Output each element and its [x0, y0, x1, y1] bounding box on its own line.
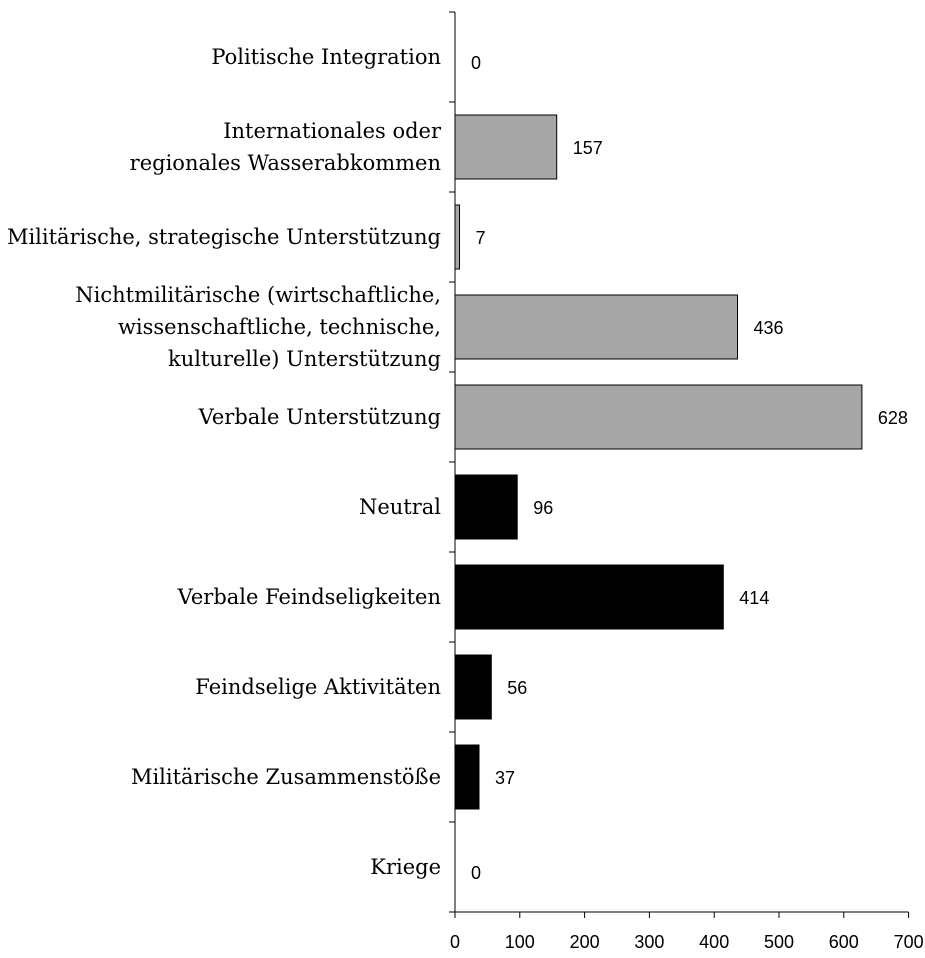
value-labels: 0 157 7 436 628 96 414 56 37 0	[471, 53, 908, 883]
value-label-4: 628	[878, 408, 908, 428]
value-label-8: 37	[495, 768, 515, 788]
value-label-5: 96	[533, 498, 553, 518]
category-label-2: Militärische, strategische Unterstützung	[7, 225, 441, 249]
category-label-3: Nichtmilitärische (wirtschaftliche, wisse…	[75, 283, 441, 371]
category-labels: Politische Integration Internationales od…	[7, 45, 442, 879]
category-label-line: wissenschaftliche, technische,	[118, 315, 441, 339]
category-label-9: Kriege	[370, 855, 441, 879]
category-label-7: Feindselige Aktivitäten	[195, 675, 441, 699]
bars-group	[454, 114, 863, 810]
bar-7	[454, 654, 492, 720]
category-label-line: Neutral	[359, 495, 441, 519]
axes: 0 100 200 300 400 500 600 700	[449, 11, 924, 952]
x-tick-label: 600	[829, 932, 859, 952]
x-tick-label: 400	[699, 932, 729, 952]
category-label-line: kulturelle) Unterstützung	[168, 347, 441, 371]
value-label-0: 0	[471, 53, 481, 73]
x-tick-label: 100	[505, 932, 535, 952]
bar-6	[454, 564, 724, 630]
category-label-8: Militärische Zusammenstöße	[131, 765, 441, 789]
bar-5	[454, 474, 518, 540]
value-label-6: 414	[739, 588, 769, 608]
category-label-line: Feindselige Aktivitäten	[195, 675, 441, 699]
value-label-2: 7	[476, 228, 486, 248]
bar-3	[454, 294, 738, 360]
x-tick-label: 200	[570, 932, 600, 952]
category-label-line: Verbale Feindseligkeiten	[177, 585, 441, 609]
bar-8	[454, 744, 480, 810]
category-label-line: Militärische, strategische Unterstützung	[7, 225, 441, 249]
value-label-9: 0	[471, 863, 481, 883]
value-label-7: 56	[507, 678, 527, 698]
value-label-1: 157	[573, 138, 603, 158]
category-label-line: Internationales oder	[223, 119, 442, 143]
category-label-line: Kriege	[370, 855, 441, 879]
category-label-6: Verbale Feindseligkeiten	[177, 585, 441, 609]
category-label-4: Verbale Unterstützung	[198, 405, 441, 429]
category-label-0: Politische Integration	[211, 45, 441, 69]
category-label-line: Politische Integration	[211, 45, 441, 69]
value-label-3: 436	[754, 318, 784, 338]
x-tick-label: 500	[764, 932, 794, 952]
category-label-5: Neutral	[359, 495, 441, 519]
category-label-line: regionales Wasserabkommen	[130, 151, 441, 175]
category-label-line: Militärische Zusammenstöße	[131, 765, 441, 789]
x-tick-label: 300	[634, 932, 664, 952]
bar-4	[454, 384, 863, 450]
x-tick-label: 700	[894, 932, 924, 952]
category-label-line: Verbale Unterstützung	[198, 405, 441, 429]
x-tick-label: 0	[450, 932, 460, 952]
bar-1	[454, 114, 558, 180]
category-label-1: Internationales oder regionales Wasserabk…	[130, 119, 442, 175]
bar-2	[454, 204, 460, 270]
category-label-line: Nichtmilitärische (wirtschaftliche,	[75, 283, 441, 307]
